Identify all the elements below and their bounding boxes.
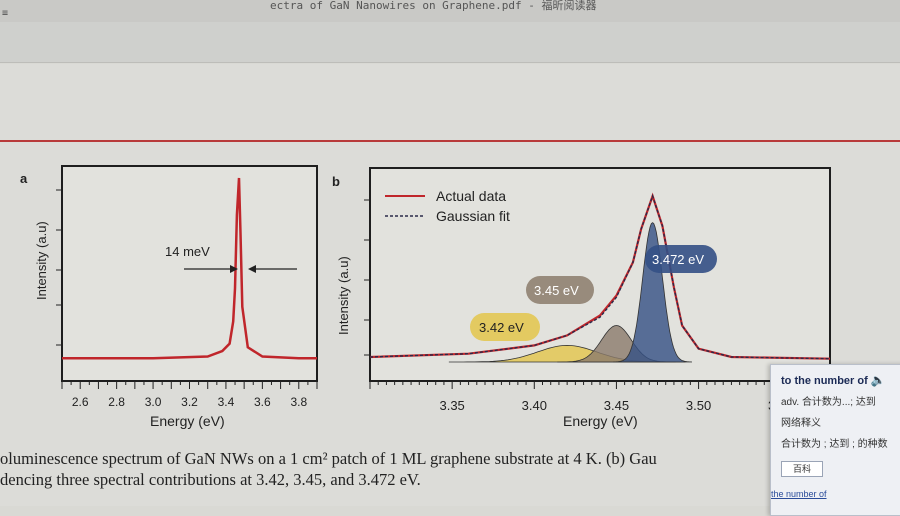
panel-a-xtick-label: 3.4	[218, 395, 235, 409]
encyclopedia-button[interactable]: 百科	[781, 461, 823, 477]
popup-heading: to the number of 🔈	[771, 365, 900, 387]
figure-caption: oluminescence spectrum of GaN NWs on a 1…	[0, 448, 770, 490]
panel-b-xlabel: Energy (eV)	[563, 413, 638, 429]
popup-definition: adv. 合计数为...; 达到	[781, 397, 876, 408]
popup-term-link[interactable]: the number of	[771, 489, 827, 499]
panel-a-xtick-label: 3.6	[254, 395, 271, 409]
panel-a-xtick-label: 2.6	[72, 395, 89, 409]
peak-label-3: 3.472 eV	[652, 252, 704, 267]
panel-b-xtick-label: 3.35	[439, 398, 464, 413]
panel-a-axis-ticks	[56, 189, 318, 389]
panel-a-label: a	[20, 171, 28, 186]
panel-b-axis-ticks	[364, 199, 831, 389]
peak-label-bubble-2	[526, 276, 594, 304]
legend-fit-label: Gaussian fit	[436, 208, 510, 224]
translation-popup[interactable]: to the number of 🔈 adv. 合计数为...; 达到 网络释义…	[770, 364, 900, 516]
popup-web-heading: 网络释义	[781, 418, 821, 429]
app-icon: ≡	[2, 8, 9, 19]
panel-a-xtick-label: 3.8	[290, 395, 307, 409]
panel-a-xtick-label: 2.8	[108, 395, 125, 409]
panel-a-xtick-labels: 2.6 2.8 3.0 3.2 3.4 3.6 3.8	[72, 395, 308, 409]
panel-a-xtick-label: 3.0	[145, 395, 162, 409]
header-rule	[0, 140, 900, 142]
panel-b-label: b	[332, 174, 340, 189]
panel-a-frame	[61, 165, 318, 382]
panel-a-xlabel: Energy (eV)	[150, 413, 225, 429]
caption-line-2: dencing three spectral contributions at …	[0, 470, 421, 489]
gaussian-component-3	[613, 222, 693, 363]
fwhm-annotation: 14 meV	[165, 244, 210, 259]
peak-label-1: 3.42 eV	[479, 320, 524, 335]
toolbar	[0, 22, 900, 63]
panel-b-xtick-label: 3.50	[686, 398, 711, 413]
panel-b-xtick-labels: 3.353.403.453.503.55	[439, 398, 793, 413]
legend-actual-label: Actual data	[436, 188, 506, 204]
peak-label-bubble-3	[645, 245, 717, 273]
panel-a-spectrum-line	[62, 177, 317, 360]
panel-b-xtick-label: 3.45	[604, 398, 629, 413]
fwhm-arrowhead-right	[248, 265, 256, 273]
panel-b-gaussian-components	[448, 222, 693, 363]
title-bar: ≡ ectra of GaN Nanowires on Graphene.pdf…	[0, 0, 900, 22]
speaker-icon[interactable]: 🔈	[870, 373, 886, 387]
panel-b-ylabel: Intensity (a.u)	[336, 256, 351, 335]
popup-heading-text: to the number of	[781, 375, 868, 387]
peak-label-2: 3.45 eV	[534, 283, 579, 298]
panel-b-xtick-label: 3.40	[522, 398, 547, 413]
panel-a-xtick-label: 3.2	[181, 395, 198, 409]
panel-a-ylabel: Intensity (a.u)	[34, 221, 49, 300]
fwhm-arrowhead-left	[230, 265, 238, 273]
caption-line-1: oluminescence spectrum of GaN NWs on a 1…	[0, 449, 657, 468]
window-title: ectra of GaN Nanowires on Graphene.pdf -…	[270, 0, 597, 12]
panel-b-gaussian-fit-line	[369, 193, 831, 360]
peak-label-bubble-1	[470, 313, 540, 341]
popup-web-definition: 合计数为 ; 达到 ; 的种数	[781, 439, 888, 450]
